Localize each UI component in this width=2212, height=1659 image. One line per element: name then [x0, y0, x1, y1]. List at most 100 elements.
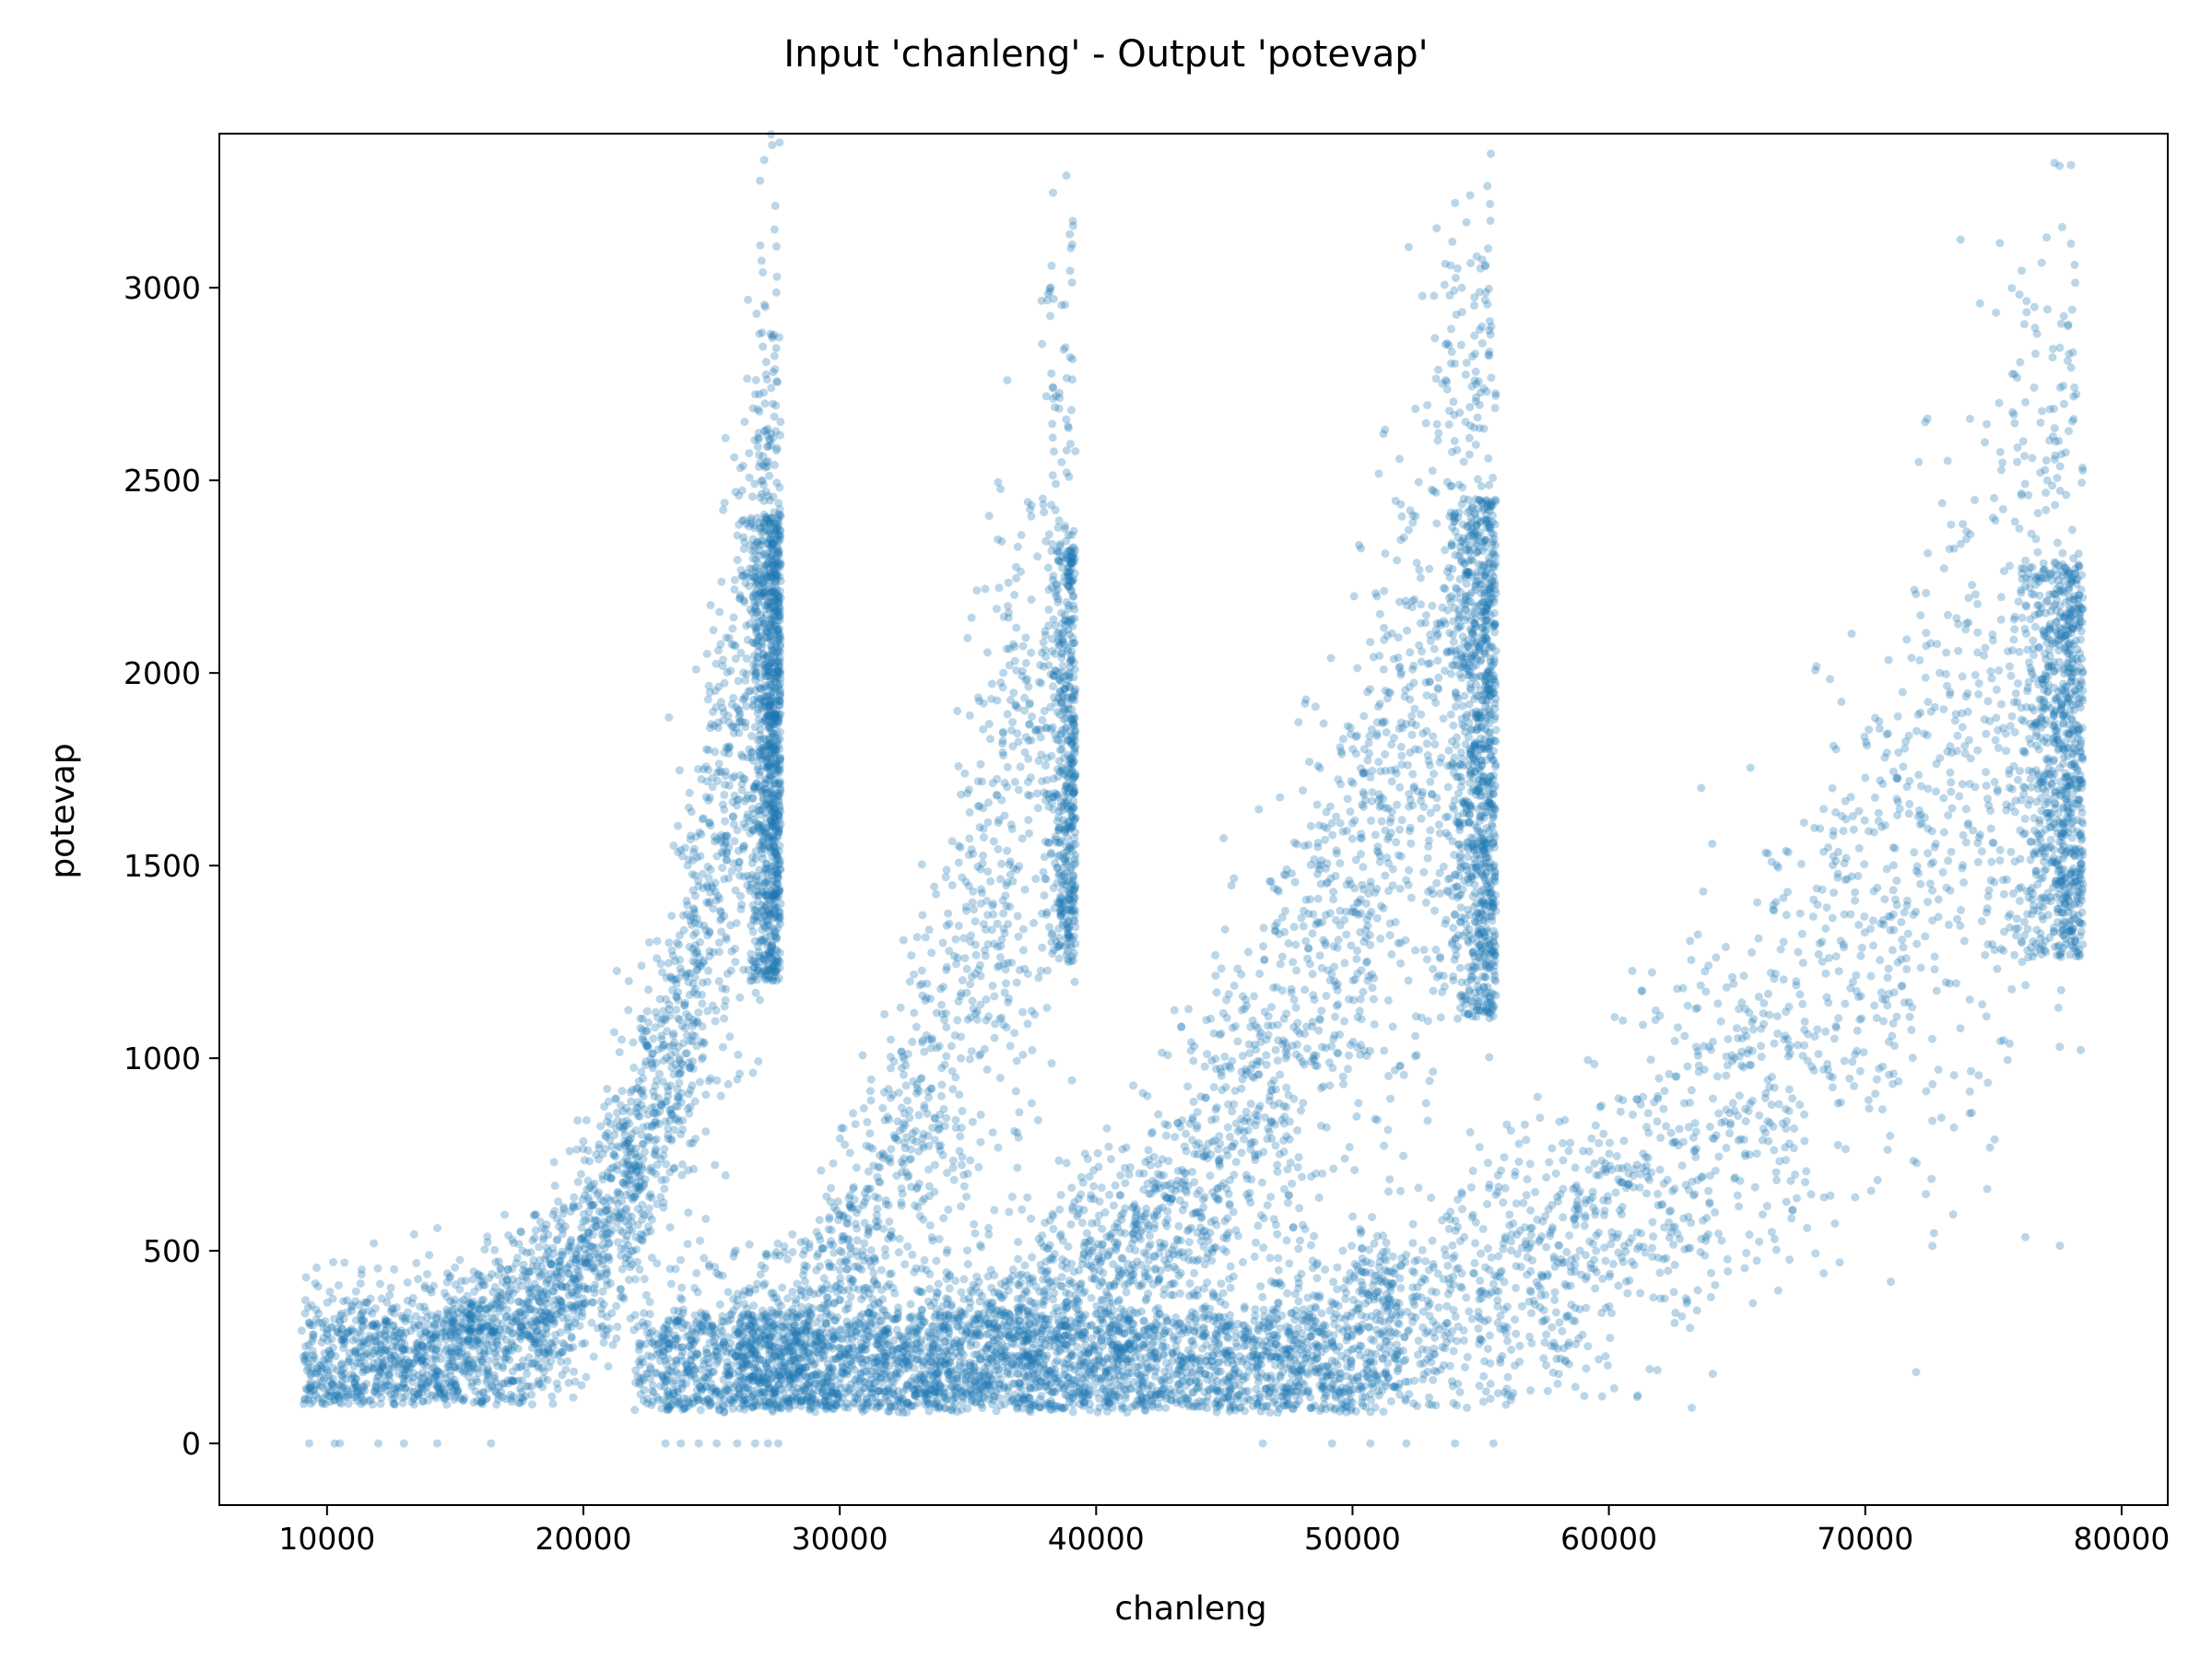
- data-point: [488, 1313, 497, 1323]
- data-point: [1018, 834, 1027, 843]
- data-point: [379, 1363, 387, 1371]
- data-point: [851, 1120, 860, 1129]
- data-point: [536, 1298, 545, 1307]
- data-point: [688, 1138, 697, 1147]
- data-point: [754, 891, 763, 900]
- data-point: [745, 473, 754, 482]
- data-point: [579, 1145, 587, 1153]
- data-point: [365, 1306, 373, 1315]
- data-point: [571, 1318, 580, 1327]
- data-point: [697, 830, 706, 839]
- data-point: [775, 963, 784, 972]
- data-point: [873, 1205, 882, 1213]
- data-point: [656, 959, 665, 969]
- data-point: [547, 1392, 557, 1401]
- data-point: [464, 1359, 473, 1368]
- data-point: [563, 1322, 572, 1331]
- data-point: [323, 1298, 332, 1307]
- data-point: [957, 1053, 965, 1063]
- data-point: [402, 1355, 411, 1364]
- data-point: [334, 1281, 343, 1290]
- data-point: [532, 1262, 541, 1271]
- data-point: [570, 1203, 579, 1212]
- data-point: [542, 1220, 551, 1230]
- data-point: [615, 1048, 624, 1057]
- data-point: [604, 1112, 613, 1121]
- data-point: [1030, 918, 1038, 927]
- data-point: [581, 1236, 589, 1245]
- data-point: [422, 1361, 431, 1371]
- data-point: [702, 650, 712, 658]
- data-point: [571, 1248, 581, 1257]
- data-point: [740, 537, 749, 547]
- data-point: [591, 1266, 599, 1276]
- data-point: [886, 1158, 895, 1167]
- data-point: [613, 1323, 622, 1331]
- data-point: [678, 911, 688, 920]
- data-point: [918, 911, 927, 920]
- data-point: [355, 1347, 364, 1356]
- data-point: [1000, 779, 1009, 787]
- data-point: [644, 985, 653, 994]
- data-point: [669, 841, 678, 851]
- data-point: [524, 1353, 534, 1362]
- data-point: [547, 1260, 556, 1269]
- data-point: [300, 1309, 310, 1318]
- data-point: [676, 931, 684, 940]
- data-point: [516, 1227, 525, 1236]
- data-point: [845, 1203, 854, 1212]
- data-point: [603, 1085, 612, 1093]
- data-point: [391, 1351, 400, 1360]
- data-point: [1006, 902, 1014, 912]
- data-point: [653, 936, 662, 946]
- data-point: [654, 1119, 664, 1128]
- data-point: [894, 1088, 903, 1097]
- data-point: [368, 1309, 377, 1318]
- data-point: [716, 915, 725, 924]
- data-point: [951, 1115, 960, 1124]
- data-point: [755, 451, 763, 460]
- data-point: [605, 1210, 614, 1219]
- data-point: [741, 676, 750, 685]
- data-point: [446, 1371, 455, 1381]
- data-point: [607, 1142, 617, 1151]
- data-point: [490, 1245, 500, 1254]
- data-point: [720, 499, 729, 507]
- data-point: [730, 641, 738, 650]
- data-point: [539, 1288, 547, 1297]
- data-point: [367, 1342, 376, 1351]
- data-point: [976, 1050, 985, 1059]
- data-point: [416, 1330, 425, 1339]
- data-point: [674, 995, 683, 1005]
- data-point: [721, 1171, 730, 1180]
- data-point: [539, 1374, 548, 1383]
- data-point: [606, 1119, 616, 1128]
- data-point: [745, 745, 754, 754]
- data-point: [900, 1070, 908, 1079]
- data-point: [763, 424, 772, 433]
- data-point: [844, 1300, 853, 1309]
- data-point: [693, 1018, 702, 1027]
- data-point: [976, 1137, 985, 1147]
- data-point: [970, 905, 979, 914]
- data-point: [998, 736, 1007, 746]
- data-point: [337, 1360, 346, 1370]
- data-point: [978, 777, 986, 786]
- data-point: [1008, 742, 1018, 751]
- data-point: [1068, 221, 1077, 230]
- data-point: [551, 1330, 559, 1339]
- data-point: [356, 1359, 365, 1368]
- data-point: [761, 878, 771, 888]
- data-point: [812, 1252, 821, 1261]
- data-point: [771, 779, 780, 788]
- data-point: [651, 1007, 660, 1017]
- data-point: [677, 968, 686, 977]
- data-point: [766, 635, 775, 644]
- data-point: [751, 676, 759, 685]
- data-point: [910, 1008, 919, 1018]
- data-point: [588, 1263, 597, 1272]
- data-point: [485, 1347, 494, 1356]
- data-point: [898, 1064, 906, 1073]
- data-point: [322, 1390, 331, 1399]
- data-point: [1033, 1115, 1042, 1124]
